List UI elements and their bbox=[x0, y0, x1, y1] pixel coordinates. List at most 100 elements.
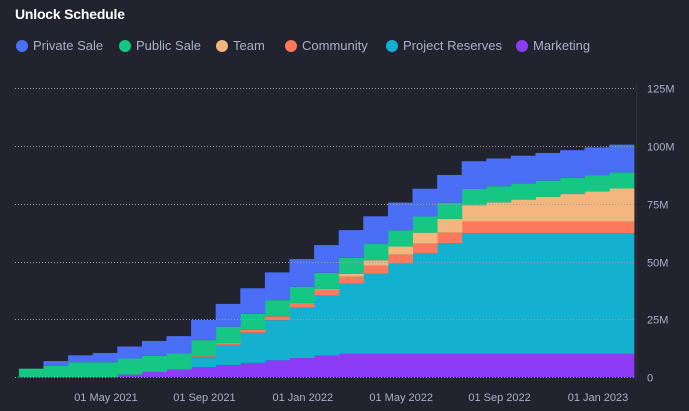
area-step bbox=[584, 221, 610, 234]
legend-item-community[interactable]: Community bbox=[285, 38, 368, 53]
area-step bbox=[486, 221, 512, 234]
area-step bbox=[584, 175, 610, 192]
area-step bbox=[43, 365, 69, 377]
area-step bbox=[486, 202, 512, 222]
area-step bbox=[240, 329, 266, 333]
area-step bbox=[264, 272, 290, 301]
area-step bbox=[289, 259, 315, 287]
area-step bbox=[289, 358, 315, 377]
area-step bbox=[584, 147, 610, 176]
area-step bbox=[535, 196, 561, 222]
area-step bbox=[510, 233, 536, 354]
series-private-sale bbox=[43, 144, 635, 366]
y-tick-label: 100M bbox=[647, 142, 675, 154]
area-step bbox=[191, 356, 217, 358]
area-step bbox=[191, 357, 217, 368]
area-step bbox=[289, 307, 315, 359]
area-step bbox=[510, 353, 536, 377]
area-step bbox=[387, 263, 413, 354]
area-step bbox=[117, 358, 143, 375]
area-step bbox=[215, 326, 241, 343]
area-step bbox=[314, 355, 340, 377]
area-step bbox=[141, 340, 167, 356]
area-step bbox=[609, 233, 635, 354]
x-tick-label: 01 May 2022 bbox=[369, 392, 433, 404]
area-step bbox=[535, 152, 561, 181]
area-step bbox=[510, 183, 536, 200]
area-step bbox=[609, 144, 635, 173]
area-step bbox=[486, 233, 512, 354]
area-step bbox=[560, 150, 586, 178]
area-step bbox=[461, 161, 487, 189]
area-step bbox=[387, 254, 413, 264]
area-step bbox=[486, 353, 512, 377]
area-step bbox=[264, 300, 290, 317]
area-step bbox=[68, 362, 94, 377]
area-step bbox=[264, 320, 290, 361]
legend-item-team[interactable]: Team bbox=[216, 38, 265, 53]
area-step bbox=[166, 353, 192, 370]
x-tick-label: 01 Sep 2022 bbox=[468, 392, 530, 404]
area-step bbox=[609, 353, 635, 377]
area-step bbox=[92, 352, 118, 363]
area-step bbox=[609, 172, 635, 189]
area-step bbox=[363, 353, 389, 377]
area-step bbox=[560, 233, 586, 354]
area-step bbox=[486, 158, 512, 187]
area-step bbox=[387, 230, 413, 247]
area-step bbox=[461, 205, 487, 222]
legend-item-public-sale[interactable]: Public Sale bbox=[119, 38, 201, 53]
area-step bbox=[215, 342, 241, 345]
area-step bbox=[338, 230, 364, 258]
area-step bbox=[437, 218, 463, 233]
area-step bbox=[412, 353, 438, 377]
legend-item-marketing[interactable]: Marketing bbox=[516, 38, 590, 53]
area-step bbox=[314, 245, 340, 273]
legend-dot-icon bbox=[386, 39, 398, 52]
series-project-reserves bbox=[191, 233, 635, 368]
area-step bbox=[191, 320, 217, 341]
x-tick-label: 01 Sep 2021 bbox=[173, 392, 235, 404]
area-step bbox=[560, 221, 586, 234]
area-step bbox=[437, 232, 463, 244]
area-step bbox=[314, 288, 340, 290]
area-step bbox=[117, 374, 143, 377]
area-step bbox=[264, 316, 290, 321]
y-tick-label: 50M bbox=[647, 258, 668, 270]
area-step bbox=[412, 232, 438, 244]
area-step bbox=[510, 199, 536, 222]
y-tick-label: 125M bbox=[647, 84, 675, 96]
area-step bbox=[215, 303, 241, 327]
area-step bbox=[387, 246, 413, 255]
area-step bbox=[166, 336, 192, 354]
area-step bbox=[535, 180, 561, 197]
area-step bbox=[141, 355, 167, 372]
legend-item-project-reserves[interactable]: Project Reserves bbox=[386, 38, 502, 53]
area-step bbox=[387, 353, 413, 377]
legend-item-private-sale[interactable]: Private Sale bbox=[16, 38, 103, 53]
area-step bbox=[535, 353, 561, 377]
area-step bbox=[314, 289, 340, 296]
area-step bbox=[363, 265, 389, 274]
area-step bbox=[18, 368, 44, 377]
area-step bbox=[314, 295, 340, 356]
series-community bbox=[191, 221, 635, 358]
area-step bbox=[215, 364, 241, 377]
legend-dot-icon bbox=[216, 39, 228, 52]
area-step bbox=[166, 369, 192, 377]
x-tick-label: 01 Jan 2023 bbox=[568, 392, 629, 404]
legend-label: Community bbox=[302, 38, 368, 53]
area-step bbox=[338, 257, 364, 274]
area-step bbox=[412, 243, 438, 254]
area-step bbox=[363, 273, 389, 354]
legend-dot-icon bbox=[285, 39, 297, 52]
area-step bbox=[43, 361, 69, 366]
area-step bbox=[560, 177, 586, 195]
y-tick-label: 0 bbox=[647, 373, 653, 385]
area-step bbox=[535, 221, 561, 234]
area-step bbox=[437, 243, 463, 354]
area-step bbox=[609, 188, 635, 222]
legend-dot-icon bbox=[119, 39, 131, 52]
area-step bbox=[510, 155, 536, 184]
area-step bbox=[289, 286, 315, 303]
